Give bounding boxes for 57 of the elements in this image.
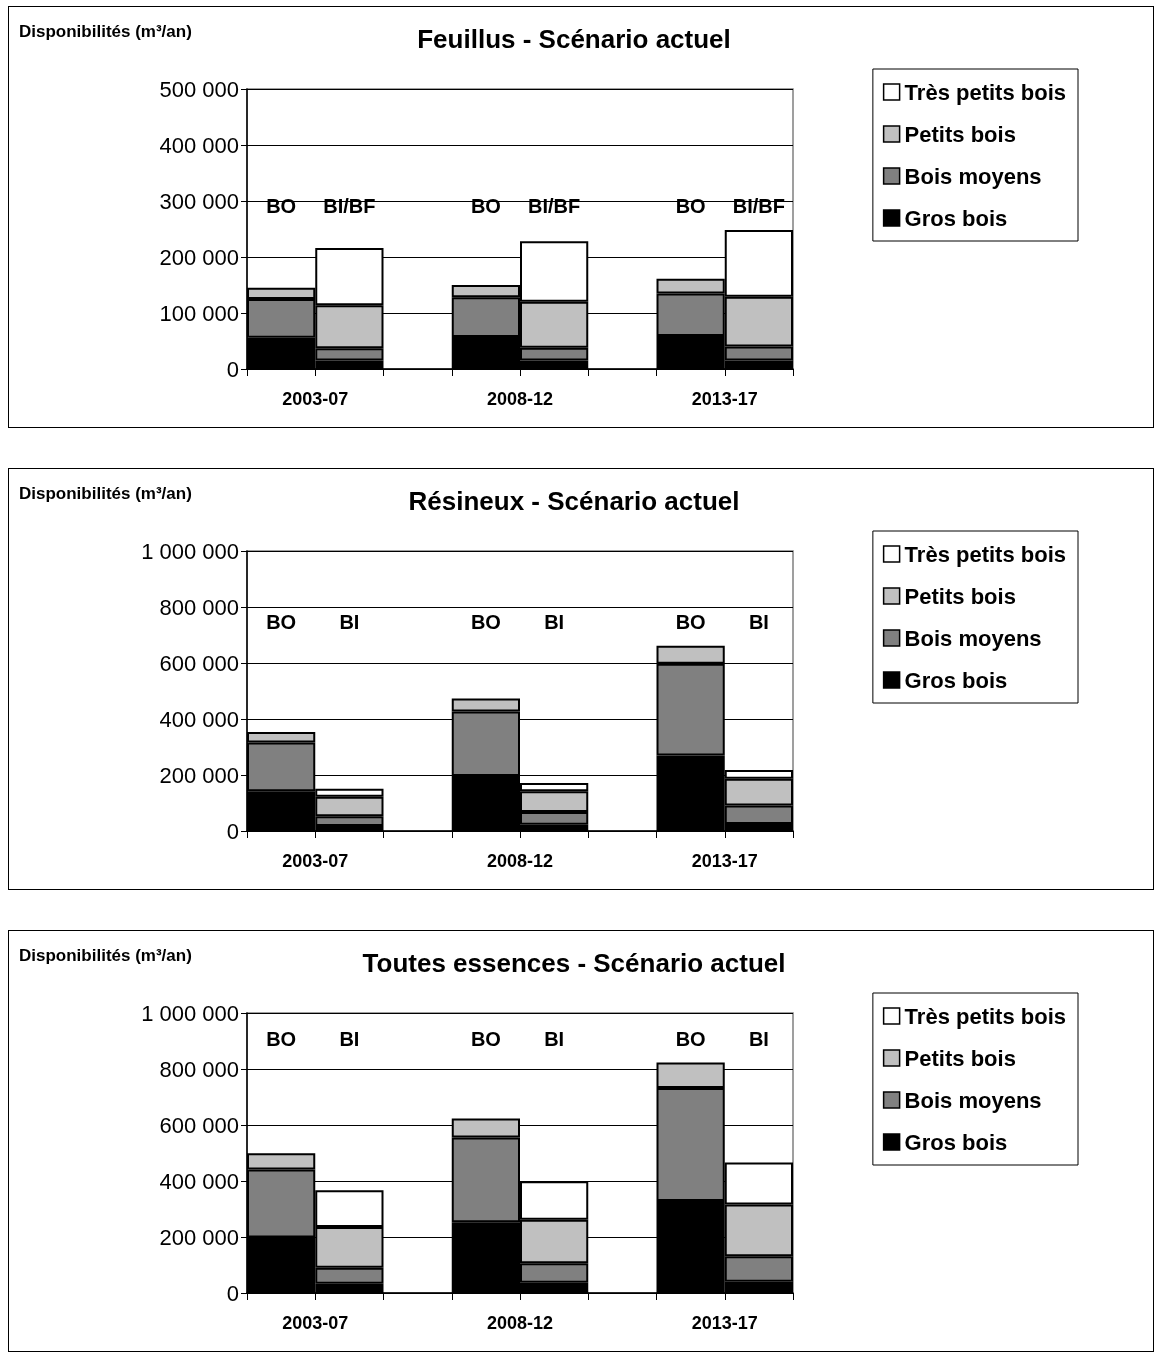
x-tick-label: BO: [266, 1027, 297, 1050]
y-tick-label: 100 000: [159, 300, 239, 326]
y-axis-title: Disponibilités (m³/an): [19, 22, 192, 41]
y-tick-label: 1 000 000: [141, 538, 239, 564]
y-tick-label: 200 000: [159, 1224, 239, 1250]
legend-label: Petits bois: [904, 1045, 1016, 1071]
text: 2003-07: [282, 389, 349, 409]
y-tick-label: 1 000 000: [141, 1000, 239, 1026]
y-tick-label: 200 000: [159, 762, 239, 788]
legend-label: Bois moyens: [904, 1087, 1042, 1113]
text: 2008-12: [486, 389, 554, 409]
x-tick-label: BI: [748, 610, 769, 633]
text: 2013-17: [691, 389, 758, 409]
x-tick-label: BO: [675, 1027, 706, 1050]
y-tick-label: 400 000: [159, 132, 239, 158]
text: 2003-07: [282, 1313, 349, 1333]
legend-label: Gros bois: [904, 1129, 1008, 1155]
legend-label: Très petits bois: [904, 79, 1067, 105]
legend-label: Gros bois: [904, 667, 1008, 693]
y-tick-label: 200 000: [159, 244, 239, 270]
legend-label: Petits bois: [904, 583, 1016, 609]
legend-label: Bois moyens: [904, 625, 1042, 651]
y-tick-label: 600 000: [159, 1112, 239, 1138]
legend-label: Très petits bois: [904, 1003, 1067, 1029]
text: 2013-17: [691, 851, 758, 871]
x-tick-label: BI: [544, 610, 565, 633]
y-axis-title: Disponibilités (m³/an): [19, 946, 192, 965]
y-tick-label: 400 000: [159, 1168, 239, 1194]
legend-label: Gros bois: [904, 205, 1008, 231]
legend-label: Très petits bois: [904, 541, 1067, 567]
y-tick-label: 0: [226, 356, 239, 382]
x-tick-label: BI: [339, 1027, 360, 1050]
legend-label: Bois moyens: [904, 163, 1042, 189]
x-tick-label: BO: [470, 610, 501, 633]
chart-title: Feuillus - Scénario actuel: [417, 24, 731, 54]
y-tick-label: 800 000: [159, 594, 239, 620]
y-axis-title: Disponibilités (m³/an): [19, 484, 192, 503]
legend-label: Petits bois: [904, 121, 1016, 147]
x-tick-label: BO: [470, 1027, 501, 1050]
chart-title: Toutes essences - Scénario actuel: [362, 948, 786, 978]
y-tick-label: 600 000: [159, 650, 239, 676]
text: 2013-17: [691, 1313, 758, 1333]
y-tick-label: 300 000: [159, 188, 239, 214]
x-tick-label: BI: [748, 1027, 769, 1050]
text: 2003-07: [282, 851, 349, 871]
y-tick-label: 500 000: [159, 76, 239, 102]
x-tick-label: BO: [675, 610, 706, 633]
text: 2008-12: [486, 851, 554, 871]
y-tick-label: 400 000: [159, 706, 239, 732]
y-tick-label: 0: [226, 818, 239, 844]
y-tick-label: 800 000: [159, 1056, 239, 1082]
x-tick-label: BI: [339, 610, 360, 633]
x-tick-label: BO: [266, 610, 297, 633]
text: 2008-12: [486, 1313, 554, 1333]
x-tick-label: BI: [544, 1027, 565, 1050]
y-tick-label: 0: [226, 1280, 239, 1306]
chart-title: Résineux - Scénario actuel: [408, 486, 740, 516]
